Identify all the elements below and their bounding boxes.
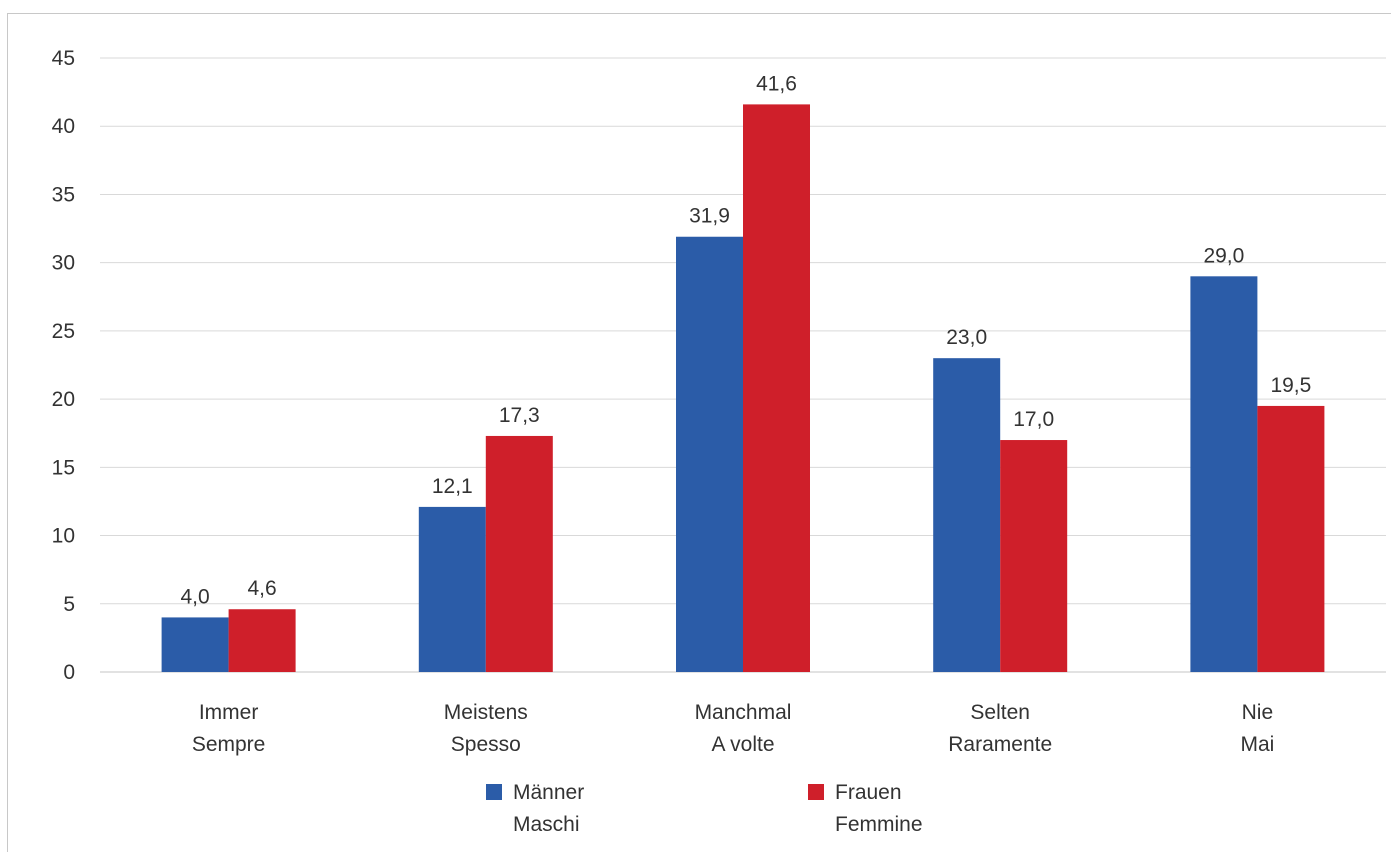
legend: Männer Maschi Frauen Femmine	[486, 781, 923, 836]
y-tick-label: 45	[52, 47, 75, 70]
y-tick-label: 35	[52, 183, 75, 206]
legend-swatch-frauen	[808, 784, 824, 800]
category-label: Immer	[199, 701, 259, 724]
data-label: 4,6	[247, 577, 276, 600]
data-labels: 4,0 4,6 12,1 17,3 31,9 41,6 23,0 17,0 29,0 19,5	[180, 72, 1311, 608]
bar-maenner-4	[1190, 276, 1258, 672]
y-tick-label: 0	[63, 661, 75, 684]
category-label: Meistens	[444, 701, 528, 724]
bar-frauen-4	[1257, 405, 1325, 672]
bar-maenner-3	[933, 358, 1001, 672]
y-tick-label: 5	[63, 593, 75, 616]
legend-label: Maschi	[513, 813, 580, 836]
category-label: Selten	[970, 701, 1030, 724]
legend-label: Männer	[513, 781, 584, 804]
bar-frauen-0	[228, 609, 296, 672]
data-label: 23,0	[946, 326, 987, 349]
bar-maenner-1	[418, 506, 486, 672]
chart-frame	[7, 13, 1391, 852]
bar-maenner-0	[161, 617, 229, 672]
data-label: 31,9	[689, 205, 730, 228]
x-axis-category-labels: Immer Sempre Meistens Spesso Manchmal A volte…	[192, 701, 1274, 756]
category-label: Nie	[1242, 701, 1274, 724]
category-label: Manchmal	[695, 701, 792, 724]
category-label: Sempre	[192, 733, 266, 756]
y-axis-tick-labels: 0 5 10 15 20 25 30 35 40 45	[52, 47, 75, 684]
data-label: 12,1	[432, 475, 473, 498]
legend-swatch-maenner	[486, 784, 502, 800]
y-tick-label: 30	[52, 252, 75, 275]
category-label: Spesso	[451, 733, 521, 756]
data-label: 4,0	[180, 585, 209, 608]
legend-label: Frauen	[835, 781, 902, 804]
y-tick-label: 15	[52, 456, 75, 479]
legend-label: Femmine	[835, 813, 923, 836]
data-label: 41,6	[756, 72, 797, 95]
y-tick-label: 40	[52, 115, 75, 138]
bars	[161, 104, 1325, 672]
data-label: 29,0	[1203, 244, 1244, 267]
y-tick-label: 25	[52, 320, 75, 343]
y-tick-label: 10	[52, 525, 75, 548]
bar-frauen-1	[485, 435, 553, 672]
bar-frauen-3	[1000, 440, 1068, 672]
data-label: 17,3	[499, 404, 540, 427]
y-tick-label: 20	[52, 388, 75, 411]
data-label: 19,5	[1270, 374, 1311, 397]
bar-frauen-2	[743, 104, 810, 672]
category-label: Raramente	[948, 733, 1052, 756]
category-label: Mai	[1240, 733, 1274, 756]
category-label: A volte	[711, 733, 774, 756]
data-label: 17,0	[1013, 408, 1054, 431]
bar-maenner-2	[676, 236, 743, 672]
